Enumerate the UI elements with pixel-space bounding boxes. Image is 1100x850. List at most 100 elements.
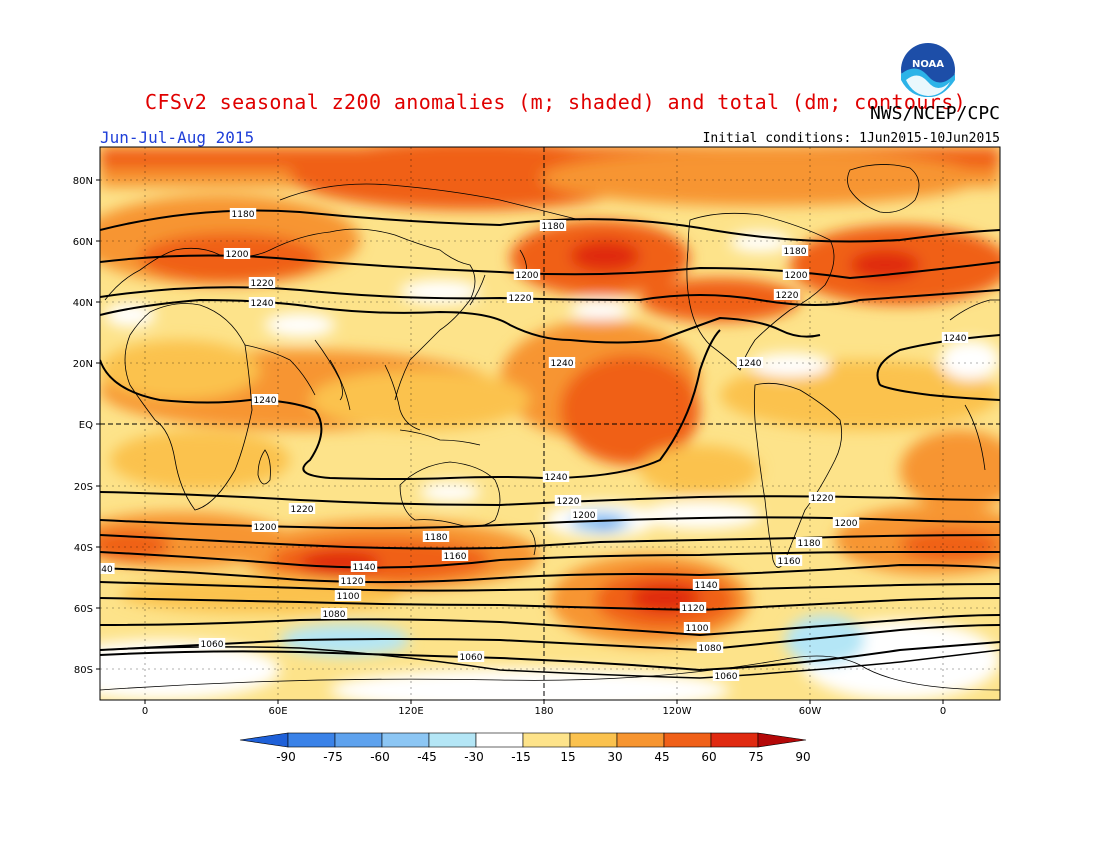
- contour-label-box: [251, 521, 279, 532]
- contour-label: 1160: [444, 552, 467, 562]
- equator-dateline: [100, 147, 1000, 700]
- contour-label: 1240: [254, 396, 277, 406]
- contour-label: 1080: [699, 644, 722, 654]
- colorbar-swatch: [381, 732, 430, 748]
- colorbar-label: -30: [464, 750, 484, 764]
- latitude-label: 20N: [73, 359, 93, 370]
- contour-label: 1220: [557, 497, 580, 507]
- contour-label: 1200: [516, 271, 539, 281]
- longitude-label: 0: [940, 706, 946, 717]
- contour-label: 1240: [545, 473, 568, 483]
- contour-label-box: [554, 495, 582, 506]
- colorbar-swatch: [522, 732, 571, 748]
- noaa-logo: NOAA: [899, 41, 957, 99]
- contour-label-box: [223, 248, 251, 259]
- colorbar-swatch: [475, 732, 524, 748]
- contour-label: 1180: [784, 247, 807, 257]
- contour-label: 1180: [798, 539, 821, 549]
- contour-label-box: [350, 561, 378, 572]
- colorbar-label: 90: [795, 750, 810, 764]
- colorbar-swatch: [663, 732, 712, 748]
- contour-label-box: [248, 297, 276, 308]
- initial-conditions: Initial conditions: 1Jun2015-10Jun2015: [702, 131, 1000, 146]
- latitude-label: EQ: [79, 420, 93, 431]
- contour-label: 1200: [573, 511, 596, 521]
- contour-label-box: [539, 220, 567, 231]
- latitude-label: 40N: [73, 298, 93, 309]
- contour-label: 1220: [251, 279, 274, 289]
- contour-label: 1220: [291, 505, 314, 515]
- longitude-label: 120E: [398, 706, 423, 717]
- colorbar-label: 45: [654, 750, 669, 764]
- contour-label-box: [696, 642, 724, 653]
- longitude-label: 60E: [268, 706, 287, 717]
- contour-label-box: [692, 579, 720, 590]
- contour-label: 1160: [778, 557, 801, 567]
- contour-label: 1080: [323, 610, 346, 620]
- contour-label-box: [334, 590, 362, 601]
- contour-label-box: [229, 208, 257, 219]
- longitude-label: 60W: [799, 706, 822, 717]
- contour-label-box: [198, 638, 226, 649]
- colorbar-swatch: [569, 732, 618, 748]
- colorbar-label: -75: [323, 750, 343, 764]
- latitude-labels: 80N 60N 40N 20N EQ 20S 40S 60S 80S: [73, 176, 100, 676]
- contour-label: 1200: [835, 519, 858, 529]
- contour-label-box: [808, 492, 836, 503]
- contour-label-box: [441, 550, 469, 561]
- latitude-label: 20S: [74, 482, 93, 493]
- latitude-label: 60N: [73, 237, 93, 248]
- height-contours: [100, 209, 1000, 679]
- forecast-period: Jun-Jul-Aug 2015: [100, 128, 255, 147]
- contour-label-box: [422, 531, 450, 542]
- latitude-label: 60S: [74, 604, 93, 615]
- anomaly-shading: [100, 147, 1000, 700]
- contour-labels: 1180 1200 1220 1240 1240 1180 1200 1220 1240 1180…: [99, 208, 969, 682]
- contour-label-box: [248, 277, 276, 288]
- contour-label: 1180: [542, 222, 565, 232]
- contour-label-box: [736, 357, 764, 368]
- contour-label-box: [773, 289, 801, 300]
- colorbar-label: 75: [748, 750, 763, 764]
- contour-label: 1120: [341, 577, 364, 587]
- colorbar-label: -90: [276, 750, 296, 764]
- colorbar-swatch: [710, 732, 759, 748]
- contour-label: 1240: [739, 359, 762, 369]
- contour-label-box: [775, 555, 803, 566]
- latitude-label: 80S: [74, 665, 93, 676]
- contour-label: 1120: [682, 604, 705, 614]
- colorbar-swatch: [334, 732, 383, 748]
- contour-label-box: [941, 332, 969, 343]
- organization-label: NWS/NCEP/CPC: [869, 103, 1000, 124]
- contour-label: 1140: [695, 581, 718, 591]
- contour-label: 1100: [686, 624, 709, 634]
- contour-label-box: [542, 471, 570, 482]
- contour-label: 1200: [254, 523, 277, 533]
- contour-label: 1220: [776, 291, 799, 301]
- contour-label-box: [513, 269, 541, 280]
- contour-label-box: [457, 651, 485, 662]
- colorbar-label: 15: [560, 750, 575, 764]
- colorbar-swatch: [616, 732, 665, 748]
- contour-label: 1240: [944, 334, 967, 344]
- contour-label-box: [288, 503, 316, 514]
- contour-label-box: [679, 602, 707, 613]
- contour-label-box: [782, 269, 810, 280]
- contour-label: 1060: [201, 640, 224, 650]
- contour-label: 1060: [460, 653, 483, 663]
- colorbar-label: 30: [607, 750, 622, 764]
- contour-label-box: [506, 292, 534, 303]
- colorbar-swatch: [287, 732, 336, 748]
- contour-label: 1140: [353, 563, 376, 573]
- latitude-label: 40S: [74, 543, 93, 554]
- contour-label-box: [683, 622, 711, 633]
- chart-title: CFSv2 seasonal z200 anomalies (m; shaded…: [145, 90, 967, 114]
- colorbar-label: 60: [701, 750, 716, 764]
- coastlines: [100, 164, 1000, 691]
- contour-label: 1180: [232, 210, 255, 220]
- contour-label-box: [338, 575, 366, 586]
- contour-label-box: [570, 509, 598, 520]
- colorbar-left-arrow: [239, 732, 289, 748]
- colorbar-label: -45: [417, 750, 437, 764]
